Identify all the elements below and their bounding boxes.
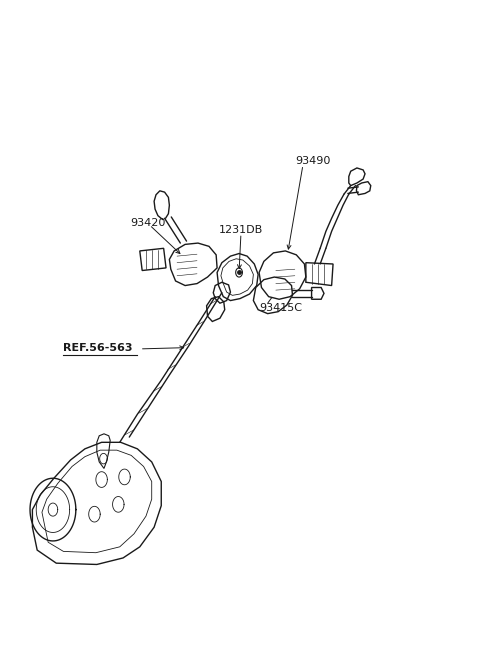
- Text: REF.56-563: REF.56-563: [63, 342, 133, 352]
- Text: 93420: 93420: [130, 218, 166, 228]
- Text: 93490: 93490: [295, 156, 330, 167]
- Text: 93415C: 93415C: [259, 304, 302, 314]
- Text: 1231DB: 1231DB: [218, 225, 263, 235]
